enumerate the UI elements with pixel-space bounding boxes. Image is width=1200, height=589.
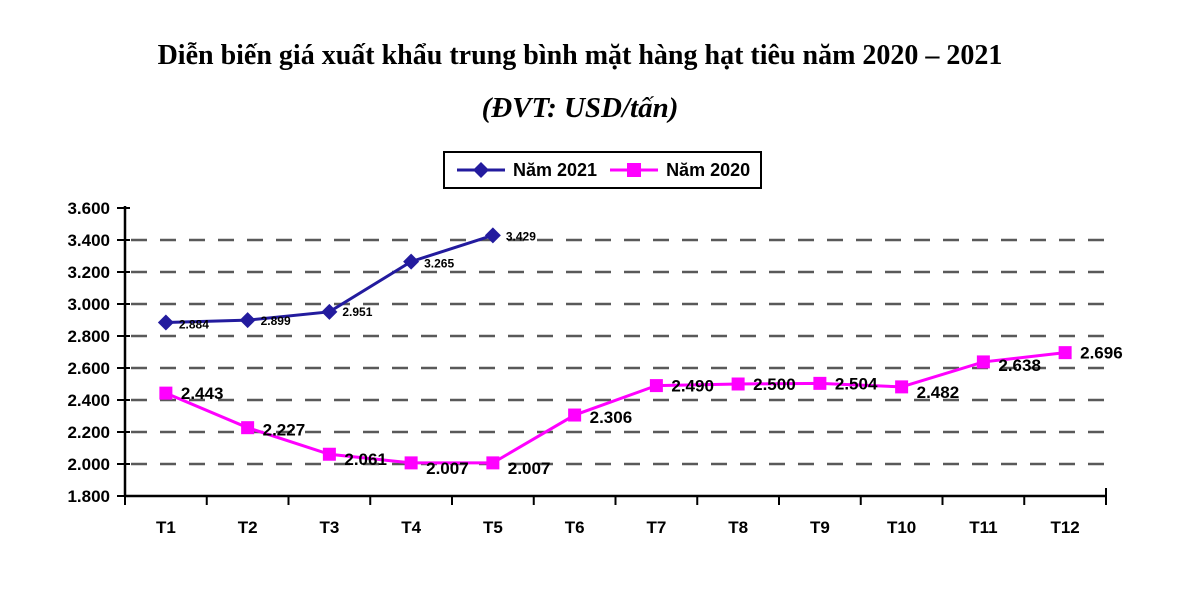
data-point-diamond	[239, 312, 256, 329]
legend-label-nam-2021: Năm 2021	[513, 159, 598, 180]
x-axis-label: T5	[483, 518, 503, 537]
y-axis-label: 2.200	[67, 423, 110, 442]
legend-diamond-2021	[473, 162, 489, 178]
data-label: 2.899	[261, 314, 291, 328]
data-point-square	[486, 456, 500, 470]
x-axis-label: T4	[401, 518, 421, 537]
legend-item-nam-2020: Năm 2020	[610, 160, 750, 181]
data-label: 2.504	[835, 374, 878, 393]
data-point-square	[731, 377, 745, 391]
data-point-diamond	[484, 227, 501, 244]
legend-square-swatch-icon	[610, 163, 659, 177]
x-axis-label: T8	[728, 518, 748, 537]
data-point-diamond	[403, 253, 420, 270]
y-axis-label: 3.200	[67, 263, 110, 282]
y-axis-label: 2.600	[67, 359, 110, 378]
y-axis-label: 2.000	[67, 455, 110, 474]
data-point-square	[649, 379, 663, 393]
data-point-diamond	[157, 314, 174, 331]
data-label: 3.265	[424, 257, 454, 271]
y-axis-label: 3.600	[67, 199, 110, 218]
legend-diamond-swatch-icon	[457, 162, 505, 178]
legend-label-nam-2020: Năm 2020	[666, 159, 751, 180]
data-point-square	[1058, 346, 1072, 360]
data-label: 2.638	[998, 356, 1041, 375]
data-point-square	[568, 408, 582, 422]
y-axis-label: 1.800	[67, 487, 110, 506]
y-axis-label: 3.000	[67, 295, 110, 314]
x-axis-label: T10	[887, 518, 916, 537]
legend-square-2020	[627, 163, 642, 177]
data-label: 2.500	[753, 375, 796, 394]
data-label: 2.696	[1080, 344, 1123, 363]
data-label: 2.443	[181, 384, 224, 403]
legend: Năm 2021 Năm 2020	[443, 151, 763, 189]
data-point-square	[976, 355, 990, 369]
x-axis-label: T9	[810, 518, 830, 537]
data-point-square	[322, 447, 336, 461]
x-axis-label: T12	[1050, 518, 1079, 537]
x-axis-label: T3	[319, 518, 339, 537]
y-axis-label: 2.400	[67, 391, 110, 410]
data-label: 2.951	[342, 305, 372, 319]
y-axis-label: 2.800	[67, 327, 110, 346]
x-axis-label: T7	[646, 518, 666, 537]
data-point-square	[159, 386, 173, 400]
series-line-2020	[165, 351, 1066, 465]
data-point-square	[895, 380, 909, 394]
x-axis-label: T11	[969, 518, 997, 537]
data-label: 2.227	[263, 421, 306, 440]
data-label: 2.306	[590, 408, 633, 427]
data-label: 2.490	[671, 377, 714, 396]
chart-subtitle: (ĐVT: USD/tấn)	[481, 92, 679, 124]
data-label: 2.482	[917, 383, 960, 402]
data-point-square	[404, 456, 418, 470]
data-point-diamond	[321, 303, 338, 320]
x-axis-label: T2	[238, 518, 258, 537]
x-axis-label: T1	[156, 518, 176, 537]
data-label: 2.061	[344, 450, 387, 469]
legend-item-nam-2021: Năm 2021	[457, 160, 597, 181]
data-point-square	[813, 376, 827, 390]
chart-title: Diễn biến giá xuất khẩu trung bình mặt h…	[157, 40, 1003, 71]
x-axis-label: T6	[565, 518, 585, 537]
y-axis-label: 3.400	[67, 231, 110, 250]
data-label: 3.429	[506, 229, 536, 243]
data-point-square	[241, 421, 255, 435]
data-label: 2.884	[179, 318, 209, 332]
data-label: 2.007	[508, 459, 551, 478]
data-label: 2.007	[426, 459, 469, 478]
